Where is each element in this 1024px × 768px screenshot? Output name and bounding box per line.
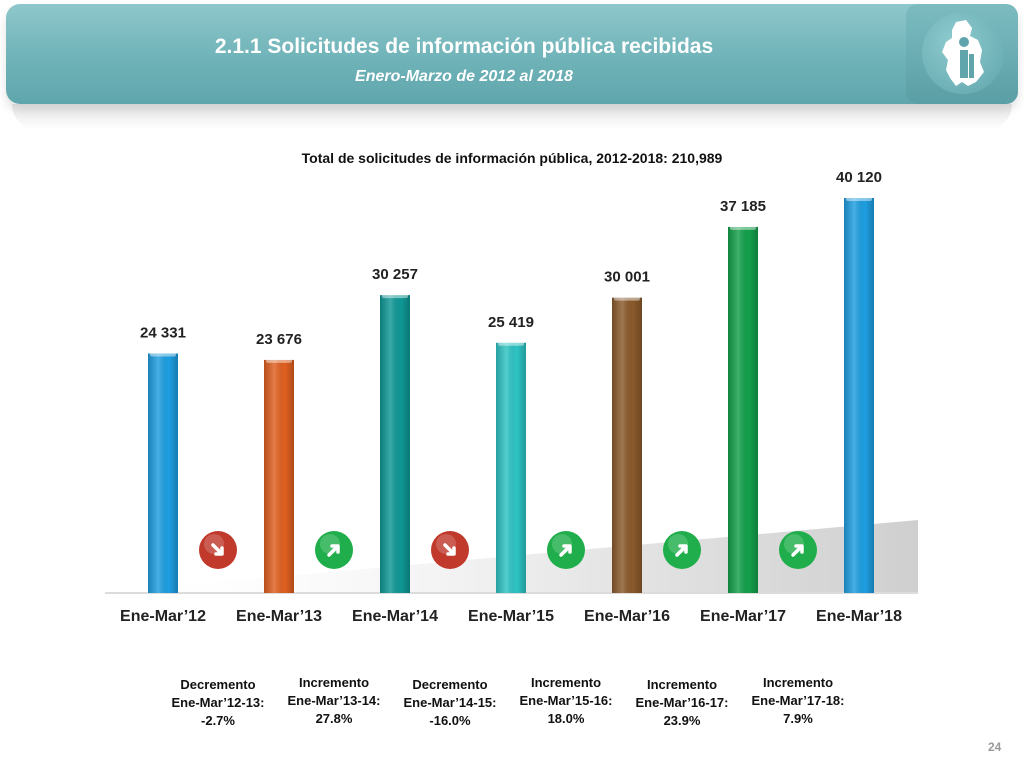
- change-note-label: Incremento: [298, 675, 370, 690]
- logo-circle: [922, 12, 1004, 94]
- x-tick-label: Ene-Mar’15: [468, 608, 554, 625]
- data-label: 23 676: [256, 331, 302, 348]
- change-note-period: Ene-Mar’12-13:: [171, 695, 265, 710]
- header-banner: 2.1.1 Solicitudes de información pública…: [6, 4, 1018, 104]
- bar-6: [728, 224, 758, 593]
- data-label: 37 185: [720, 198, 766, 215]
- chart-title: Total de solicitudes de información públ…: [301, 150, 723, 166]
- page-subtitle: Enero-Marzo de 2012 al 2018: [355, 68, 573, 85]
- decrease-arrow-icon: [431, 531, 469, 569]
- increase-arrow-icon: [779, 531, 817, 569]
- change-note-period: Ene-Mar’14-15:: [403, 695, 497, 710]
- change-note: Decremento Ene-Mar’12-13: -2.7%: [158, 676, 278, 730]
- bar-4: [496, 340, 526, 593]
- x-tick-label: Ene-Mar’14: [352, 608, 438, 625]
- change-note: Incremento Ene-Mar’17-18: 7.9%: [738, 674, 858, 728]
- change-note-label: Incremento: [530, 675, 602, 690]
- change-note-label: Decremento: [180, 677, 256, 692]
- change-note-period: Ene-Mar’16-17:: [635, 695, 729, 710]
- data-label: 24 331: [140, 324, 186, 341]
- data-label: 40 120: [836, 169, 882, 186]
- bar-5: [612, 295, 642, 593]
- change-note: Decremento Ene-Mar’14-15: -16.0%: [390, 676, 510, 730]
- decrease-arrow-icon: [199, 531, 237, 569]
- city-map-info-icon: [942, 20, 984, 86]
- change-note: Incremento Ene-Mar’13-14: 27.8%: [274, 674, 394, 728]
- x-tick-label: Ene-Mar’13: [236, 608, 322, 625]
- change-note-label: Decremento: [412, 677, 488, 692]
- page-title: 2.1.1 Solicitudes de información pública…: [214, 35, 714, 58]
- x-tick-label: Ene-Mar’18: [816, 608, 902, 625]
- change-note-value: 23.9%: [663, 713, 701, 728]
- change-note-period: Ene-Mar’17-18:: [751, 693, 845, 708]
- page-number: 24: [988, 740, 1002, 754]
- data-label: 30 001: [604, 269, 650, 286]
- change-note: Incremento Ene-Mar’16-17: 23.9%: [622, 676, 742, 730]
- change-note: Incremento Ene-Mar’15-16: 18.0%: [506, 674, 626, 728]
- change-note-label: Incremento: [646, 677, 718, 692]
- increase-arrow-icon: [547, 531, 585, 569]
- change-note-value: 7.9%: [783, 711, 813, 726]
- change-note-value: -2.7%: [201, 713, 235, 728]
- increase-arrow-icon: [663, 531, 701, 569]
- data-label: 25 419: [488, 314, 534, 331]
- change-note-value: 18.0%: [547, 711, 585, 726]
- change-note-value: 27.8%: [315, 711, 353, 726]
- x-tick-label: Ene-Mar’16: [584, 608, 670, 625]
- x-tick-label: Ene-Mar’17: [700, 608, 786, 625]
- logo: [906, 4, 1018, 104]
- bar-1: [148, 351, 178, 593]
- bar-2: [264, 357, 294, 593]
- bar-3: [380, 293, 410, 593]
- increase-arrow-icon: [315, 531, 353, 569]
- x-tick-label: Ene-Mar’12: [120, 608, 206, 625]
- change-note-value: -16.0%: [429, 713, 471, 728]
- bar-7: [844, 196, 874, 593]
- change-note-period: Ene-Mar’15-16:: [519, 693, 613, 708]
- change-note-label: Incremento: [762, 675, 834, 690]
- header-shadow: [12, 104, 1012, 130]
- data-label: 30 257: [372, 266, 418, 283]
- change-note-period: Ene-Mar’13-14:: [287, 693, 381, 708]
